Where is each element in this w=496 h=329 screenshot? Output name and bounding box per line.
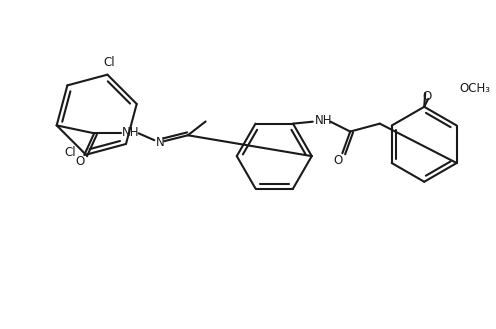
Text: O: O	[76, 155, 85, 168]
Text: O: O	[334, 154, 343, 167]
Text: O: O	[423, 90, 432, 103]
Text: Cl: Cl	[104, 56, 115, 69]
Text: OCH₃: OCH₃	[460, 82, 491, 94]
Text: NH: NH	[122, 126, 139, 139]
Text: N: N	[156, 136, 165, 149]
Text: NH: NH	[315, 114, 332, 127]
Text: Cl: Cl	[64, 146, 76, 159]
